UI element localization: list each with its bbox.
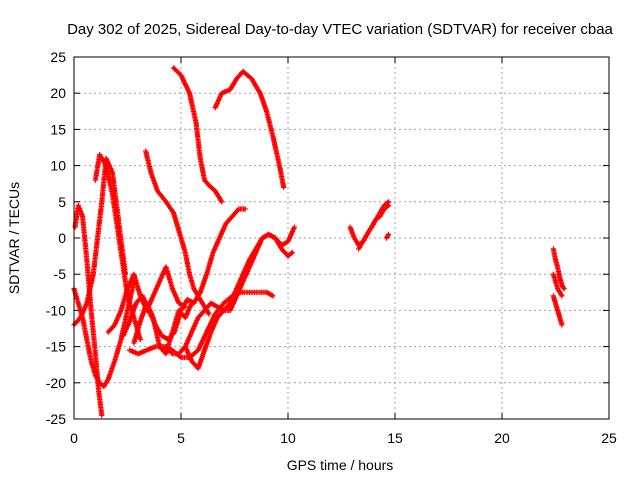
series-arc-7 bbox=[72, 202, 105, 418]
y-tick-label: 10 bbox=[50, 158, 66, 174]
y-tick-label: -10 bbox=[46, 302, 66, 318]
y-tick-label: 5 bbox=[58, 194, 66, 210]
y-tick-label: -25 bbox=[46, 411, 66, 427]
data-point-marks bbox=[550, 293, 565, 328]
data-marks bbox=[71, 65, 567, 418]
x-tick-label: 5 bbox=[177, 430, 185, 446]
y-axis-label: SDTVAR / TECUs bbox=[6, 182, 22, 294]
x-tick-label: 20 bbox=[494, 430, 510, 446]
data-point-marks bbox=[356, 202, 392, 252]
y-tick-label: 15 bbox=[50, 121, 66, 137]
series-arc-17 bbox=[550, 246, 567, 292]
grid bbox=[74, 57, 609, 419]
y-tick-label: 20 bbox=[50, 85, 66, 101]
series-arc-1 bbox=[170, 65, 225, 205]
chart-title: Day 302 of 2025, Sidereal Day-to-day VTE… bbox=[67, 21, 613, 38]
series-arc-13 bbox=[131, 300, 195, 357]
x-axis-label: GPS time / hours bbox=[287, 457, 394, 473]
series-arc-19 bbox=[550, 271, 565, 299]
x-tick-label: 25 bbox=[601, 430, 617, 446]
series-arc-16 bbox=[383, 231, 392, 241]
data-point-marks bbox=[383, 231, 392, 241]
series-arc-18 bbox=[550, 293, 565, 328]
series-arc-2 bbox=[212, 68, 287, 190]
data-point-marks bbox=[182, 224, 297, 371]
y-axis-ticks: -25 -20 -15 -10 -5 0 5 10 15 20 25 bbox=[46, 49, 609, 427]
y-tick-label: 0 bbox=[58, 230, 66, 246]
y-tick-label: -15 bbox=[46, 339, 66, 355]
y-tick-label: -5 bbox=[54, 266, 67, 282]
x-tick-label: 15 bbox=[387, 430, 403, 446]
y-tick-label: -20 bbox=[46, 375, 66, 391]
series-arc-10 bbox=[182, 224, 297, 371]
series-arc-15 bbox=[356, 202, 392, 252]
data-point-marks bbox=[550, 246, 567, 292]
x-tick-label: 0 bbox=[70, 430, 78, 446]
y-tick-label: 25 bbox=[50, 49, 66, 65]
plot-frame bbox=[73, 56, 610, 420]
data-point-marks bbox=[72, 202, 105, 418]
x-tick-label: 10 bbox=[280, 430, 296, 446]
data-point-marks bbox=[170, 65, 225, 205]
x-axis-ticks: 0 5 10 15 20 25 bbox=[70, 57, 617, 446]
data-point-marks bbox=[131, 300, 195, 357]
data-point-marks bbox=[550, 271, 565, 299]
data-point-marks bbox=[212, 68, 287, 190]
